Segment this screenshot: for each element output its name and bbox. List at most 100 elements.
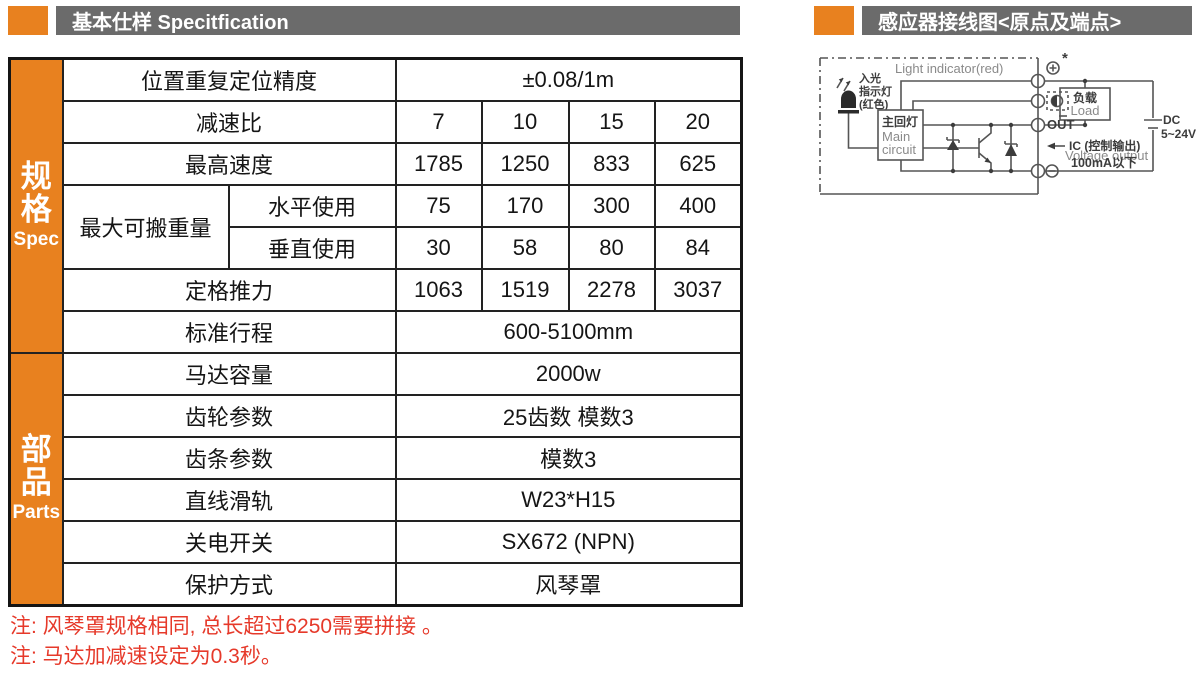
orange-accent-block bbox=[8, 6, 48, 35]
ic-arrow-icon bbox=[1047, 142, 1065, 150]
ratio-value-cell: 15 bbox=[567, 100, 656, 144]
vertical-value-cell: 84 bbox=[653, 226, 743, 270]
spec-table: 规格 Spec 位置重复定位精度 ±0.08/1m 减速比 7 10 15 20… bbox=[8, 57, 744, 607]
row-value-precision: ±0.08/1m bbox=[394, 57, 743, 102]
ratio-value-cell: 10 bbox=[480, 100, 570, 144]
sidebar-spec-cn: 规格 bbox=[20, 159, 52, 227]
sidebar-parts-cn: 部品 bbox=[20, 432, 52, 500]
table-row: 定格推力 1063 1519 2278 3037 bbox=[10, 268, 743, 312]
thrust-value-cell: 2278 bbox=[567, 268, 656, 312]
footnote-2: 注: 马达加减速设定为0.3秒。 bbox=[10, 645, 282, 668]
thrust-value-cell: 3037 bbox=[653, 268, 743, 312]
main-circuit-cn-label: 主回灯 bbox=[882, 114, 918, 129]
light-terminal-icon bbox=[1046, 91, 1069, 117]
horizontal-value-cell: 75 bbox=[394, 184, 483, 228]
footnotes: 注: 风琴罩规格相同, 总长超过6250需要拼接 。 注: 马达加减速设定为0.… bbox=[10, 612, 443, 672]
sidebar-parts-en: Parts bbox=[12, 501, 61, 523]
sidebar-spec-en: Spec bbox=[13, 228, 59, 250]
max-speed-value-cell: 625 bbox=[653, 142, 743, 186]
incoming-light-arrows-icon bbox=[836, 77, 851, 92]
row-value-switch: SX672 (NPN) bbox=[394, 520, 743, 564]
row-value-gear: 25齿数 模数3 bbox=[394, 394, 743, 438]
table-row: 标准行程 600-5100mm bbox=[10, 310, 743, 354]
horizontal-value-cell: 170 bbox=[480, 184, 570, 228]
row-label-ratio: 减速比 bbox=[61, 100, 397, 144]
vertical-value-cell: 58 bbox=[480, 226, 570, 270]
vertical-value-cell: 30 bbox=[394, 226, 483, 270]
row-label-stroke: 标准行程 bbox=[61, 310, 397, 354]
ratio-value-cell: 20 bbox=[653, 100, 743, 144]
table-row: 减速比 7 10 15 20 bbox=[10, 100, 743, 144]
out-label: OUT bbox=[1047, 117, 1075, 132]
footnote-1: 注: 风琴罩规格相同, 总长超过6250需要拼接 。 bbox=[10, 615, 443, 638]
sensor-wiring-diagram: 入光 指示灯 (红色) Light indicator(red) 主回灯 Mai… bbox=[819, 50, 1196, 195]
thrust-value-cell: 1519 bbox=[480, 268, 570, 312]
load-en-label: Load bbox=[1071, 103, 1100, 118]
wiring-section-header: 感应器接线图<原点及端点> bbox=[814, 6, 1192, 35]
spec-header-title: 基本仕样 Specitfication bbox=[56, 6, 740, 35]
max-speed-value-cell: 1785 bbox=[394, 142, 483, 186]
table-row: 关电开关 SX672 (NPN) bbox=[10, 520, 743, 564]
max-speed-value-cell: 1250 bbox=[480, 142, 570, 186]
terminal-circles bbox=[1030, 73, 1046, 179]
row-label-rail: 直线滑轨 bbox=[61, 478, 397, 522]
led-label-line3: (红色) bbox=[859, 97, 889, 111]
battery-icon bbox=[1144, 81, 1162, 171]
external-wires bbox=[1044, 78, 1153, 172]
dc-label: DC bbox=[1163, 113, 1181, 127]
ratio-value-cell: 7 bbox=[394, 100, 483, 144]
row-label-max-speed: 最高速度 bbox=[61, 142, 397, 186]
led-label-line1: 入光 bbox=[859, 71, 881, 85]
sensor-enclosure-outline bbox=[819, 57, 1039, 195]
npn-transistor-icon bbox=[978, 122, 994, 174]
row-label-precision: 位置重复定位精度 bbox=[61, 57, 397, 102]
table-row: 齿轮参数 25齿数 模数3 bbox=[10, 394, 743, 438]
dc-range-label: 5~24V bbox=[1161, 127, 1196, 141]
sidebar-parts: 部品 Parts bbox=[8, 352, 64, 607]
table-row: 规格 Spec 位置重复定位精度 ±0.08/1m bbox=[8, 57, 743, 354]
table-row: 直线滑轨 W23*H15 bbox=[10, 478, 743, 522]
table-row: 保护方式 风琴罩 bbox=[10, 562, 743, 607]
asterisk-mark: * bbox=[1062, 50, 1068, 67]
row-label-motor: 马达容量 bbox=[61, 352, 397, 396]
table-row: 最大可搬重量 水平使用 75 170 300 400 bbox=[10, 184, 743, 270]
vertical-value-cell: 80 bbox=[567, 226, 656, 270]
row-label-vertical: 垂直使用 bbox=[227, 226, 397, 270]
plus-terminal-icon bbox=[1046, 61, 1060, 75]
spec-section-header: 基本仕样 Specitfication bbox=[8, 6, 740, 35]
internal-wires bbox=[900, 80, 1032, 172]
table-row: 最高速度 1785 1250 833 625 bbox=[10, 142, 743, 186]
main-circuit-en-label2: circuit bbox=[882, 142, 916, 157]
horizontal-value-cell: 400 bbox=[653, 184, 743, 228]
light-indicator-label: Light indicator(red) bbox=[895, 61, 1003, 76]
minus-terminal-icon bbox=[1045, 164, 1059, 178]
table-row: 部品 Parts 马达容量 2000w bbox=[8, 352, 743, 607]
table-row: 齿条参数 模数3 bbox=[10, 436, 743, 480]
row-value-motor: 2000w bbox=[394, 352, 743, 396]
horizontal-value-cell: 300 bbox=[567, 184, 656, 228]
max-speed-value-cell: 833 bbox=[567, 142, 656, 186]
load-box bbox=[1059, 87, 1111, 121]
orange-accent-block bbox=[814, 6, 854, 35]
voltage-output-label: Voltage output bbox=[1065, 148, 1149, 163]
load-cn-label: 负载 bbox=[1073, 90, 1097, 105]
ic-label: IC (控制输出) bbox=[1069, 138, 1140, 153]
row-label-rated-thrust: 定格推力 bbox=[61, 268, 397, 312]
main-circuit-en-label1: Main bbox=[882, 129, 910, 144]
zener-diode-icon bbox=[946, 122, 960, 174]
sidebar-spec: 规格 Spec bbox=[8, 57, 64, 354]
row-label-protection: 保护方式 bbox=[61, 562, 397, 607]
row-label-horizontal: 水平使用 bbox=[227, 184, 397, 228]
current-limit-label: 100mA以下 bbox=[1071, 156, 1137, 170]
table-row: 垂直使用 30 58 80 84 bbox=[10, 226, 743, 270]
row-value-protection: 风琴罩 bbox=[394, 562, 743, 607]
row-label-switch: 关电开关 bbox=[61, 520, 397, 564]
wiring-header-title: 感应器接线图<原点及端点> bbox=[862, 6, 1192, 35]
led-label-line2: 指示灯 bbox=[859, 84, 892, 98]
row-label-gear: 齿轮参数 bbox=[61, 394, 397, 438]
row-label-rack: 齿条参数 bbox=[61, 436, 397, 480]
row-value-stroke: 600-5100mm bbox=[394, 310, 743, 354]
led-indicator-icon bbox=[838, 90, 878, 149]
row-label-max-load: 最大可搬重量 bbox=[61, 184, 230, 270]
thrust-value-cell: 1063 bbox=[394, 268, 483, 312]
